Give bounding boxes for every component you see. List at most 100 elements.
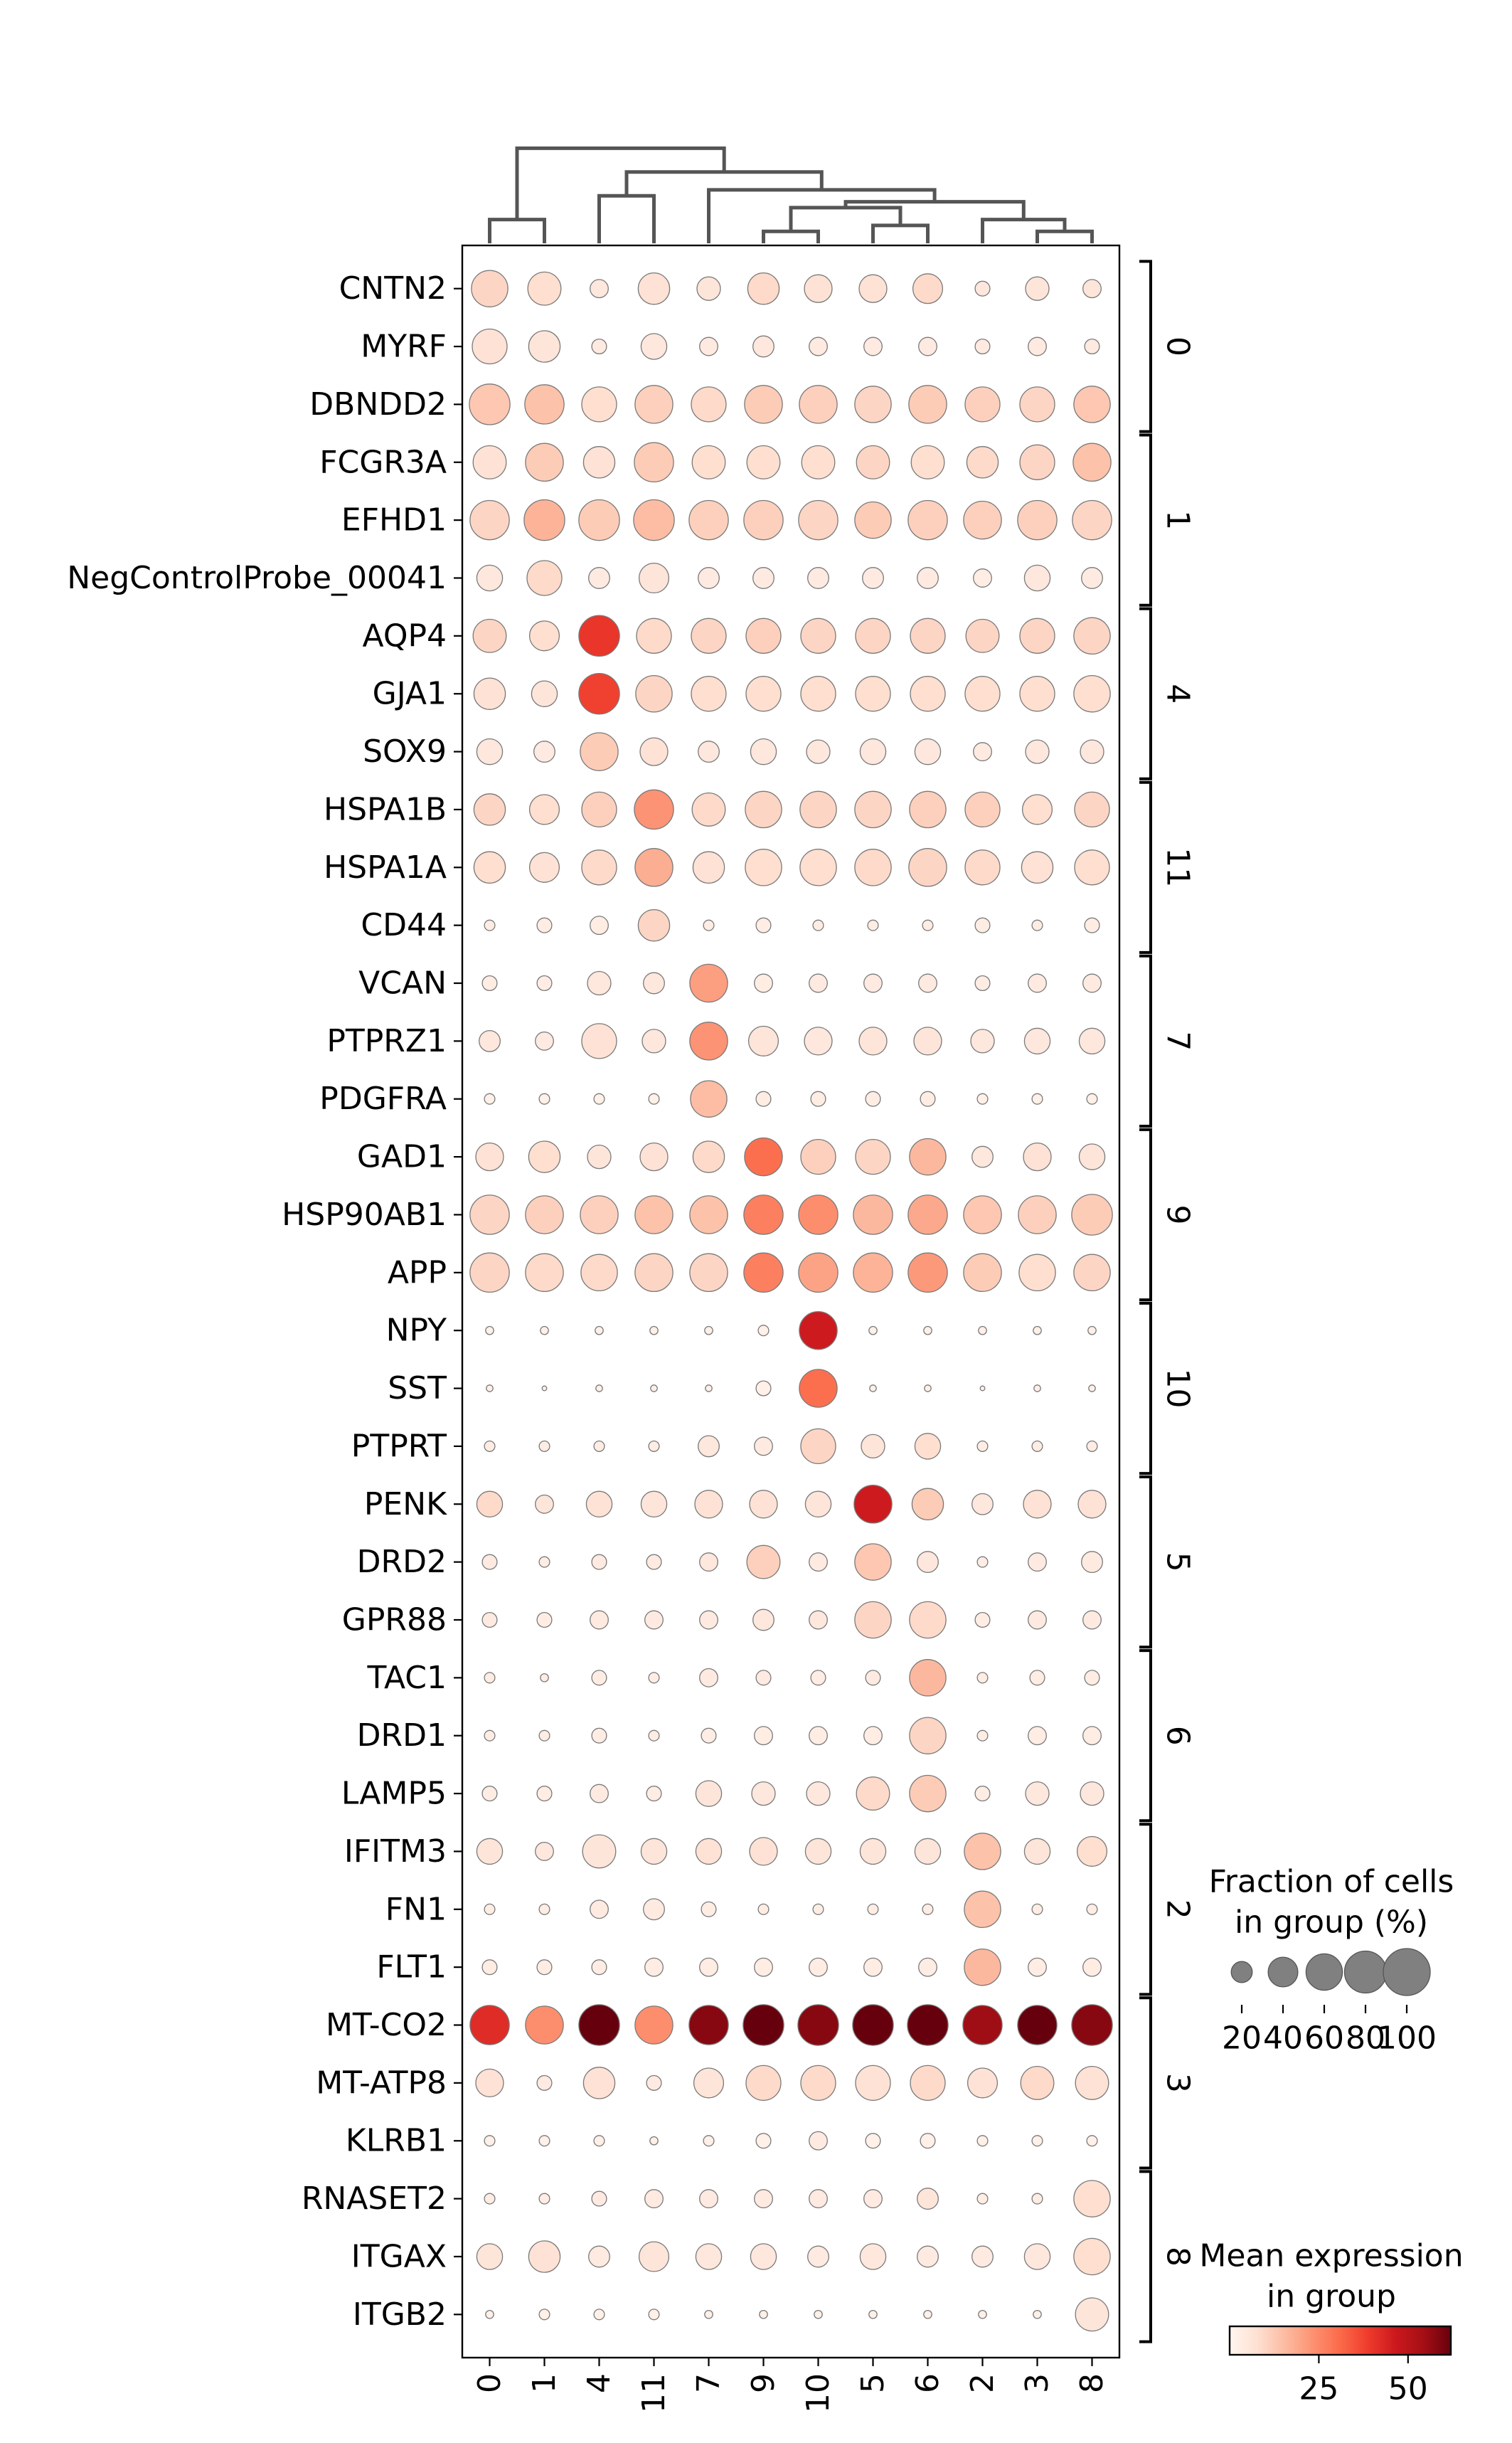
dot-PTPRT-3 xyxy=(1031,1440,1043,1452)
dot-MT-CO2-4 xyxy=(578,2004,620,2046)
dot-CD44-2 xyxy=(974,917,991,933)
dot-ITGAX-11 xyxy=(638,2241,670,2272)
dot-IFITM3-11 xyxy=(640,1838,668,1865)
dot-MYRF-6 xyxy=(918,336,937,356)
dot-LAMP5-10 xyxy=(806,1781,831,1806)
dot-PDGFRA-8 xyxy=(1086,1093,1098,1105)
dot-GAD1-9 xyxy=(744,1137,783,1177)
dot-APP-2 xyxy=(963,1253,1002,1293)
dot-MT-CO2-3 xyxy=(1017,2005,1058,2045)
dot-DBNDD2-11 xyxy=(634,385,674,424)
dot-HSP90AB1-4 xyxy=(580,1195,619,1234)
dot-GPR88-9 xyxy=(752,1609,774,1631)
dot-DRD1-9 xyxy=(754,1726,773,1746)
dot-FLT1-11 xyxy=(644,1957,664,1977)
dot-FN1-6 xyxy=(922,1903,934,1915)
dot-HSP90AB1-11 xyxy=(634,1195,674,1234)
dot-EFHD1-6 xyxy=(907,499,948,541)
dot-FN1-10 xyxy=(812,1903,824,1915)
dot-NegControlProbe_00041-6 xyxy=(917,567,939,589)
dot-MT-CO2-5 xyxy=(852,2004,894,2046)
y-tick-label: DRD2 xyxy=(357,1544,447,1580)
dot-FLT1-7 xyxy=(699,1957,718,1977)
dot-GJA1-1 xyxy=(531,680,558,707)
dot-MT-ATP8-8 xyxy=(1075,2065,1109,2100)
dot-PTPRZ1-1 xyxy=(535,1031,554,1051)
dot-EFHD1-8 xyxy=(1072,499,1112,541)
dot-FLT1-6 xyxy=(918,1957,937,1977)
dot-NPY-2 xyxy=(978,1325,987,1335)
y-tick-label: MYRF xyxy=(361,329,447,365)
dot-GPR88-1 xyxy=(536,1611,553,1628)
y-tick-label: HSPA1B xyxy=(324,791,447,827)
dot-CD44-0 xyxy=(484,919,496,931)
dot-DBNDD2-6 xyxy=(908,385,947,424)
dot-ITGAX-7 xyxy=(695,2243,723,2270)
y-tick-label: FN1 xyxy=(385,1891,447,1927)
dot-FN1-1 xyxy=(538,1903,550,1915)
dot-SOX9-2 xyxy=(973,742,992,762)
dot-PTPRZ1-4 xyxy=(581,1023,617,1059)
dot-NegControlProbe_00041-5 xyxy=(862,567,884,589)
dot-VCAN-7 xyxy=(689,963,728,1003)
dot-ITGB2-10 xyxy=(814,2309,823,2319)
dot-ITGAX-4 xyxy=(588,2245,610,2268)
y-tick-label: RNASET2 xyxy=(302,2180,447,2217)
dot-DBNDD2-2 xyxy=(964,386,1001,423)
dot-PTPRT-5 xyxy=(861,1434,885,1459)
dot-PTPRZ1-5 xyxy=(858,1027,888,1056)
dot-AQP4-2 xyxy=(965,618,1000,653)
dot-FLT1-0 xyxy=(481,1959,498,1976)
dot-GPR88-7 xyxy=(699,1610,718,1630)
dot-NegControlProbe_00041-10 xyxy=(807,567,829,589)
dot-NPY-7 xyxy=(704,1325,713,1335)
dot-FN1-8 xyxy=(1086,1903,1098,1915)
dot-FN1-2 xyxy=(964,1890,1001,1929)
dot-FCGR3A-0 xyxy=(472,445,507,479)
dot-HSPA1B-6 xyxy=(909,790,947,829)
dot-FN1-9 xyxy=(757,1903,770,1915)
dot-DRD1-7 xyxy=(701,1727,717,1744)
y-tick-label: FCGR3A xyxy=(319,444,447,480)
dot-KLRB1-0 xyxy=(484,2135,496,2147)
dot-GJA1-4 xyxy=(578,672,620,715)
dot-IFITM3-8 xyxy=(1076,1835,1108,1867)
dot-FN1-7 xyxy=(701,1901,717,1917)
dot-PDGFRA-1 xyxy=(538,1093,550,1105)
dot-MYRF-3 xyxy=(1028,336,1047,356)
size-legend-tick-label: 20 xyxy=(1222,2020,1262,2057)
dot-TAC1-3 xyxy=(1029,1670,1045,1686)
dot-PTPRZ1-3 xyxy=(1023,1027,1051,1055)
dot-MYRF-9 xyxy=(752,335,774,358)
dot-IFITM3-3 xyxy=(1023,1838,1051,1865)
dot-MT-ATP8-5 xyxy=(855,2065,891,2102)
y-tick-label: PTPRZ1 xyxy=(326,1023,447,1059)
dot-PTPRT-8 xyxy=(1086,1440,1098,1452)
size-legend-dot xyxy=(1343,1950,1388,1994)
dot-TAC1-1 xyxy=(540,1673,549,1682)
dot-HSPA1B-4 xyxy=(581,791,617,828)
dot-LAMP5-5 xyxy=(856,1776,890,1811)
dot-NegControlProbe_00041-2 xyxy=(973,568,992,588)
dot-DRD1-2 xyxy=(976,1729,989,1742)
dot-HSP90AB1-8 xyxy=(1071,1194,1113,1236)
dot-HSPA1A-11 xyxy=(634,848,674,887)
dot-PDGFRA-0 xyxy=(484,1093,496,1105)
dot-CD44-10 xyxy=(812,919,824,931)
dot-DRD2-11 xyxy=(646,1554,662,1570)
dot-PTPRZ1-0 xyxy=(479,1029,501,1052)
group-bracket xyxy=(1139,1823,1152,1996)
dot-GJA1-9 xyxy=(745,676,782,712)
dot-HSPA1A-7 xyxy=(692,851,725,884)
colorbar xyxy=(1228,2325,1452,2356)
dot-PTPRT-9 xyxy=(754,1436,773,1456)
dot-GJA1-10 xyxy=(800,676,836,712)
dot-HSP90AB1-1 xyxy=(525,1195,564,1234)
dot-DRD1-4 xyxy=(591,1727,607,1744)
dot-CNTN2-8 xyxy=(1082,279,1102,299)
x-tick-label: 2 xyxy=(964,2373,1001,2393)
dot-FN1-0 xyxy=(484,1903,496,1915)
dot-RNASET2-6 xyxy=(917,2188,939,2210)
dot-RNASET2-11 xyxy=(644,2189,664,2209)
dot-VCAN-11 xyxy=(643,972,665,995)
